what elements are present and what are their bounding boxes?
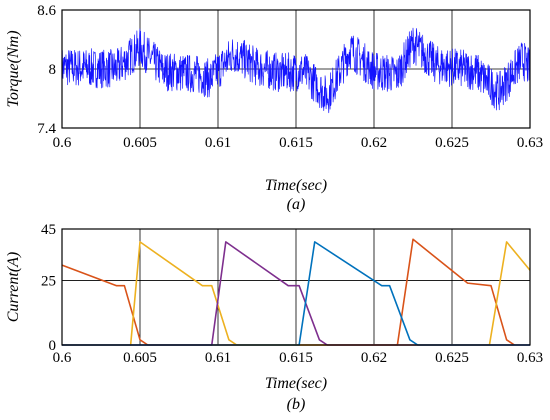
- series-line-b-0: [61, 238, 515, 346]
- y-tick-label: 0: [49, 338, 57, 354]
- series-line-b-2: [62, 241, 530, 346]
- x-tick-label: 0.605: [123, 135, 157, 151]
- y-tick-label: 8: [49, 62, 57, 78]
- x-tick-label: 0.6: [53, 135, 72, 151]
- chart-b: 0.6 0.605 0.61 0.615 0.62 0.625 0.63 0 25 45 Cur…: [5, 222, 543, 413]
- x-axis-label-b: Time(sec): [265, 375, 327, 392]
- x-tick-labels-a: 0.6 0.605 0.61 0.615 0.62 0.625 0.63: [53, 135, 544, 151]
- y-tick-labels-a: 7.4 8 8.6: [37, 3, 56, 137]
- series-a: [61, 27, 531, 114]
- x-tick-label: 0.615: [279, 135, 313, 151]
- y-axis-label-a: Torque(Nm): [5, 30, 22, 107]
- x-tick-label: 0.63: [517, 350, 543, 366]
- chart-a: 0.6 0.605 0.61 0.615 0.62 0.625 0.63 7.4 8 8.6 T…: [5, 3, 543, 213]
- y-tick-label: 25: [41, 274, 56, 290]
- y-tick-label: 45: [41, 222, 56, 238]
- y-tick-label: 8.6: [37, 3, 56, 19]
- x-tick-label: 0.6: [53, 350, 72, 366]
- series-line-b-3: [62, 241, 530, 346]
- x-tick-label: 0.625: [435, 135, 469, 151]
- x-tick-label: 0.625: [435, 350, 469, 366]
- x-tick-labels-b: 0.6 0.605 0.61 0.615 0.62 0.625 0.63: [53, 350, 544, 366]
- x-tick-label: 0.605: [123, 350, 157, 366]
- caption-a: (a): [287, 196, 306, 213]
- caption-b: (b): [287, 396, 306, 413]
- x-tick-label: 0.61: [205, 350, 231, 366]
- x-tick-label: 0.61: [205, 135, 231, 151]
- y-tick-label: 7.4: [37, 121, 56, 137]
- x-tick-label: 0.62: [361, 135, 387, 151]
- y-axis-label-b: Current(A): [5, 252, 22, 323]
- x-tick-label: 0.63: [517, 135, 543, 151]
- x-tick-label: 0.615: [279, 350, 313, 366]
- series-line-a-0: [61, 27, 531, 114]
- x-tick-label: 0.62: [361, 350, 387, 366]
- plot-frame-b: [61, 228, 531, 346]
- plot-frame-a: [61, 9, 531, 129]
- y-tick-labels-b: 0 25 45: [41, 222, 56, 354]
- series-line-b-1: [62, 241, 531, 346]
- x-axis-label-a: Time(sec): [265, 177, 327, 194]
